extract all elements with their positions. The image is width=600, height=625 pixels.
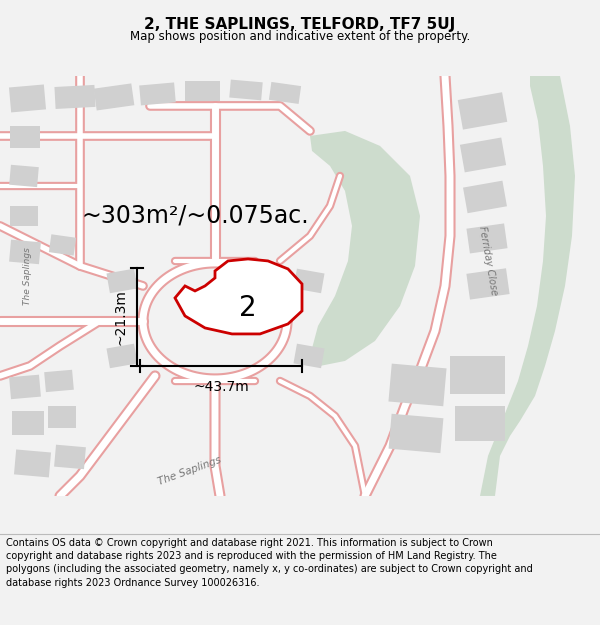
Polygon shape xyxy=(455,406,505,441)
Polygon shape xyxy=(106,269,137,293)
Text: ~303m²/~0.075ac.: ~303m²/~0.075ac. xyxy=(81,204,309,228)
Text: The Saplings: The Saplings xyxy=(23,247,32,305)
Polygon shape xyxy=(463,181,507,213)
Polygon shape xyxy=(480,76,575,496)
Text: ~21.3m: ~21.3m xyxy=(113,289,127,345)
Polygon shape xyxy=(139,82,176,106)
Text: Contains OS data © Crown copyright and database right 2021. This information is : Contains OS data © Crown copyright and d… xyxy=(6,538,533,588)
Text: 2: 2 xyxy=(239,294,257,322)
Polygon shape xyxy=(466,268,509,299)
Polygon shape xyxy=(10,126,40,148)
Polygon shape xyxy=(293,269,325,293)
Text: Ferriday Close: Ferriday Close xyxy=(477,226,499,296)
Polygon shape xyxy=(9,165,39,187)
Polygon shape xyxy=(54,444,86,469)
Polygon shape xyxy=(310,131,420,366)
Polygon shape xyxy=(106,344,137,368)
Polygon shape xyxy=(49,234,76,256)
Polygon shape xyxy=(293,344,325,368)
Polygon shape xyxy=(389,414,443,453)
Text: The Saplings: The Saplings xyxy=(157,455,223,487)
Polygon shape xyxy=(48,406,76,428)
Polygon shape xyxy=(9,239,41,264)
Polygon shape xyxy=(44,370,74,392)
Polygon shape xyxy=(388,364,446,406)
Polygon shape xyxy=(229,79,263,100)
Polygon shape xyxy=(185,81,220,101)
Polygon shape xyxy=(10,206,38,226)
Polygon shape xyxy=(55,85,95,109)
Polygon shape xyxy=(12,411,44,435)
Polygon shape xyxy=(175,259,302,334)
Polygon shape xyxy=(460,138,506,172)
Polygon shape xyxy=(9,374,41,399)
Polygon shape xyxy=(458,92,507,129)
Polygon shape xyxy=(450,356,505,394)
Text: 2, THE SAPLINGS, TELFORD, TF7 5UJ: 2, THE SAPLINGS, TELFORD, TF7 5UJ xyxy=(145,18,455,32)
Polygon shape xyxy=(94,83,134,111)
Polygon shape xyxy=(269,82,301,104)
Text: Map shows position and indicative extent of the property.: Map shows position and indicative extent… xyxy=(130,30,470,43)
Polygon shape xyxy=(9,84,46,112)
Polygon shape xyxy=(466,223,508,254)
Text: ~43.7m: ~43.7m xyxy=(193,380,249,394)
Polygon shape xyxy=(14,449,51,478)
